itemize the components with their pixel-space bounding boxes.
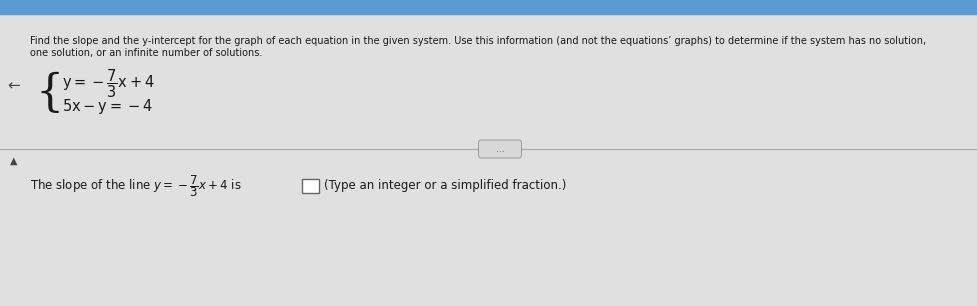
Text: (Type an integer or a simplified fraction.): (Type an integer or a simplified fractio… xyxy=(323,180,566,192)
Text: one solution, or an infinite number of solutions.: one solution, or an infinite number of s… xyxy=(30,48,262,58)
Text: $\mathregular{y=-\dfrac{7}{3}x+4}$: $\mathregular{y=-\dfrac{7}{3}x+4}$ xyxy=(62,68,154,100)
FancyBboxPatch shape xyxy=(478,140,521,158)
FancyBboxPatch shape xyxy=(302,179,319,193)
Text: ←: ← xyxy=(8,79,21,94)
Text: $\mathregular{5x-y=-4}$: $\mathregular{5x-y=-4}$ xyxy=(62,96,152,115)
Text: ▲: ▲ xyxy=(10,156,18,166)
Text: The slope of the line $y=-\dfrac{7}{3}x+4$ is: The slope of the line $y=-\dfrac{7}{3}x+… xyxy=(30,173,241,199)
Text: ...: ... xyxy=(495,144,504,154)
Text: {: { xyxy=(36,71,64,114)
Text: Find the slope and the y-intercept for the graph of each equation in the given s: Find the slope and the y-intercept for t… xyxy=(30,36,925,46)
Bar xyxy=(0,0,977,14)
